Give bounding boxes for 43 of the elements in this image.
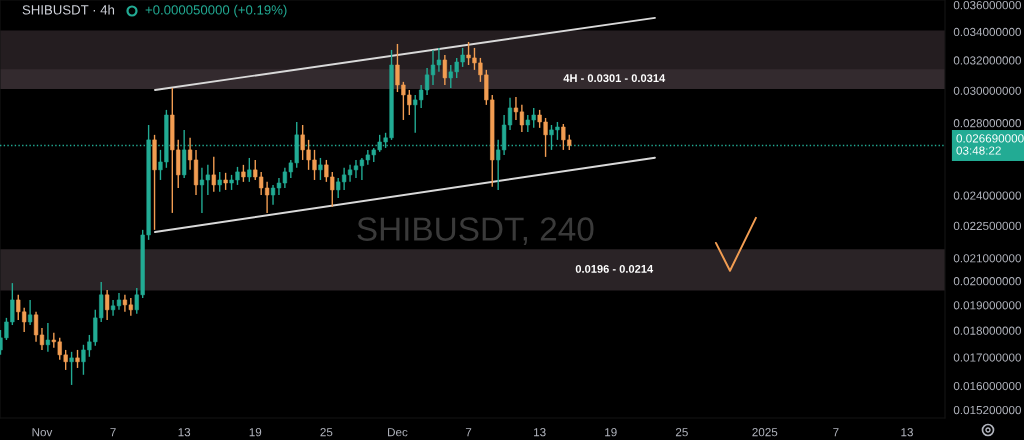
ref-line-label: 0.026690000 03:48:22 — [956, 134, 1024, 155]
band-label: 0.0196 - 0.0214 — [575, 264, 654, 273]
y-tick-label: 0.016000000 — [953, 381, 1021, 391]
candlestick — [211, 156, 216, 193]
y-tick-label: 0.022500000 — [953, 221, 1021, 231]
candlestick — [75, 349, 80, 369]
candlestick — [45, 322, 51, 353]
x-tick-label: 19 — [249, 428, 262, 437]
y-tick-label: 0.015200000 — [953, 405, 1021, 415]
x-tick-label: 7 — [833, 428, 839, 437]
annotation: SHIBUSDT, 240 — [357, 217, 594, 245]
candlestick — [105, 289, 110, 321]
x-tick-label: Nov — [32, 428, 53, 437]
candlestick — [442, 54, 447, 86]
y-tick-label: 0.020000000 — [953, 277, 1021, 286]
chart-subtitle: +0.000050000 (+0.19%) — [145, 4, 287, 18]
x-tick-label: 13 — [534, 428, 546, 437]
candlestick — [217, 171, 222, 193]
x-tick-label: 25 — [675, 428, 688, 437]
y-tick-label: 0.018000000 — [953, 326, 1021, 335]
y-tick-label: 0.030000000 — [953, 86, 1021, 95]
candlestick — [247, 157, 252, 183]
y-tick-label: 0.028000000 — [953, 119, 1021, 128]
x-tick-label: 7 — [110, 428, 116, 437]
y-tick-label: 0.024000000 — [953, 191, 1021, 200]
candlestick — [69, 351, 74, 386]
y-tick-label: 0.021000000 — [953, 254, 1021, 263]
y-tick-label: 0.032000000 — [953, 56, 1021, 65]
x-tick-label: 13 — [178, 428, 191, 437]
x-tick-label: 13 — [901, 428, 913, 437]
x-tick-label: 2025 — [752, 428, 778, 437]
y-tick-label: 0.034000000 — [953, 27, 1021, 37]
y-tick-label: 0.019000000 — [953, 301, 1021, 310]
x-tick-label: Dec — [388, 428, 408, 437]
x-tick-label: 25 — [320, 428, 333, 437]
y-tick-label: 0.036000000 — [953, 1, 1021, 10]
x-tick-label: 7 — [465, 428, 472, 437]
band-label: 4H - 0.0301 - 0.0314 — [563, 74, 666, 83]
y-tick-label: 0.017000000 — [953, 353, 1021, 362]
x-tick-label: 19 — [605, 428, 617, 437]
candlestick — [28, 299, 33, 326]
candlestick — [318, 157, 323, 181]
chart-title: SHIBUSDT · 4h — [22, 4, 115, 15]
